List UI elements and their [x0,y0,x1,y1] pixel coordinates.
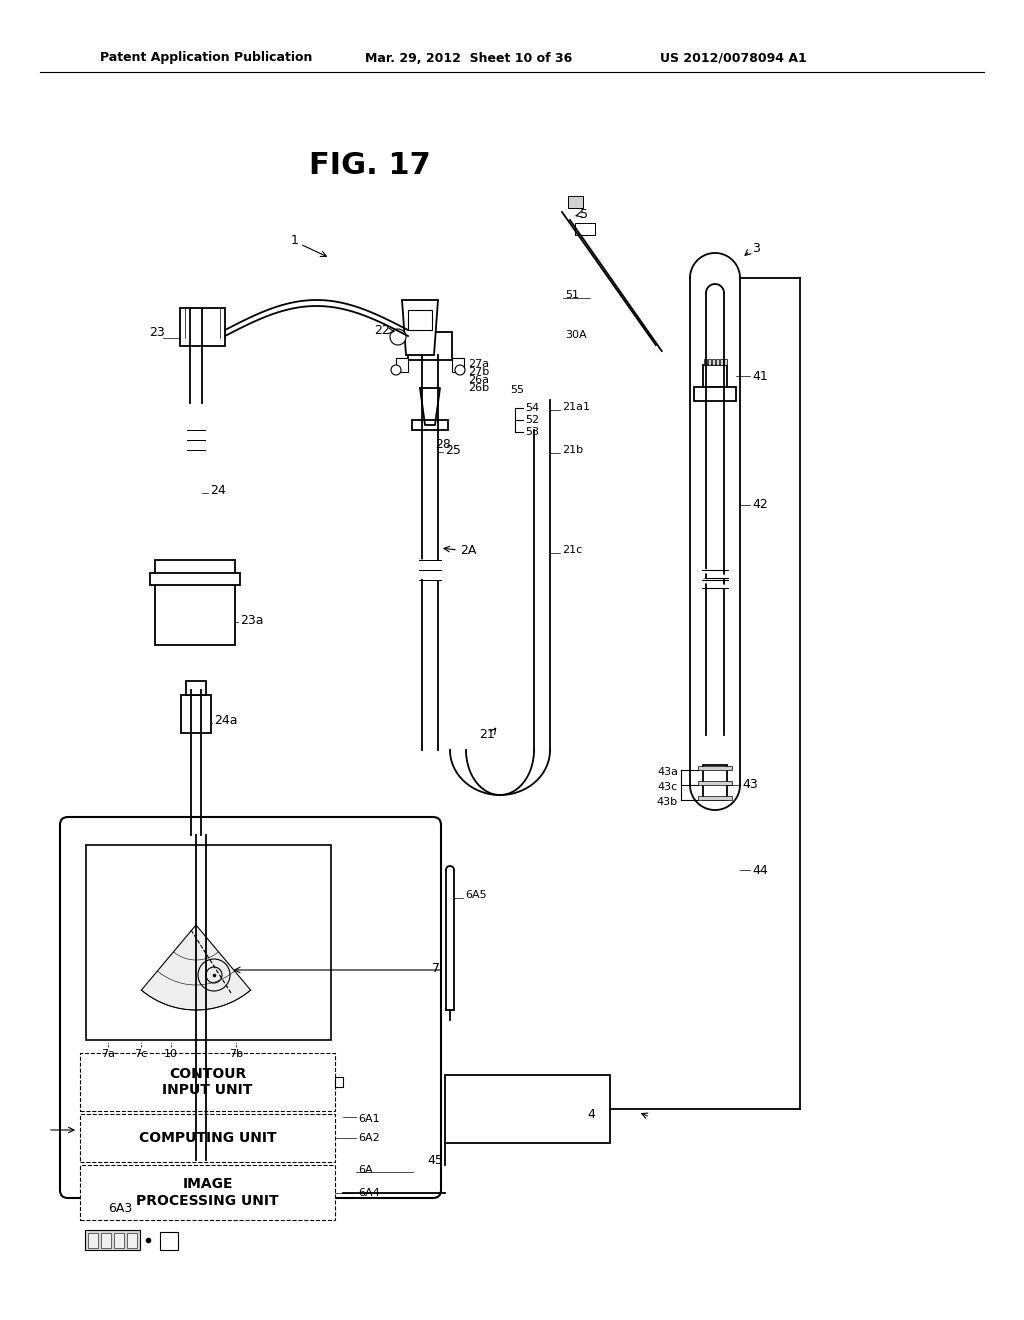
Text: 10: 10 [164,1049,178,1059]
Bar [703,366,727,387]
Text: 6A5: 6A5 [465,890,486,900]
Text: 26a: 26a [468,375,489,385]
Text: 24: 24 [210,483,225,496]
Bar [114,1233,124,1247]
Text: 23: 23 [150,326,165,338]
Text: 27b: 27b [468,367,489,378]
Text: 21a1: 21a1 [562,403,590,412]
Text: 45: 45 [427,1155,443,1167]
Bar [716,359,719,366]
Bar [396,358,408,372]
Bar [150,573,240,585]
Bar [568,195,583,209]
Bar [408,310,432,330]
Text: 6A4: 6A4 [358,1188,380,1197]
Text: 43c: 43c [657,781,678,792]
Text: 21c: 21c [562,545,583,554]
Text: 7c: 7c [134,1049,147,1059]
Text: 5: 5 [580,209,588,222]
Text: 21b: 21b [562,445,583,455]
Text: 7: 7 [432,961,440,974]
Bar [80,1166,335,1220]
Text: Patent Application Publication: Patent Application Publication [100,51,312,65]
Bar [88,1233,98,1247]
Text: 43: 43 [742,779,758,792]
Bar [720,359,723,366]
Bar [180,308,225,346]
Text: IMAGE
PROCESSING UNIT: IMAGE PROCESSING UNIT [136,1177,279,1208]
Text: US 2012/0078094 A1: US 2012/0078094 A1 [660,51,807,65]
Bar [575,223,595,235]
Bar [708,359,711,366]
Bar [712,359,715,366]
Bar [694,387,736,401]
Bar [445,1074,610,1143]
Bar [80,1114,335,1162]
Text: FIG. 17: FIG. 17 [309,150,431,180]
Bar [85,1230,140,1250]
Bar [181,696,211,733]
Text: 53: 53 [525,426,539,437]
Bar [724,359,727,366]
Text: 3: 3 [752,242,760,255]
Text: 6A1: 6A1 [358,1114,380,1125]
Text: 6A: 6A [358,1166,373,1175]
Bar [412,420,449,430]
Text: 7a: 7a [101,1049,115,1059]
Bar [160,1232,178,1250]
Text: COMPUTING UNIT: COMPUTING UNIT [138,1131,276,1144]
Bar [698,796,732,800]
Bar [705,359,707,366]
Text: CONTOUR
INPUT UNIT: CONTOUR INPUT UNIT [163,1067,253,1097]
Text: 55: 55 [510,385,524,395]
Text: 51: 51 [565,290,579,300]
Text: 27a: 27a [468,359,489,370]
Text: 43a: 43a [657,767,678,777]
Bar [335,1077,343,1086]
Bar [186,681,206,696]
Text: 22: 22 [374,323,390,337]
Text: 21: 21 [479,729,495,742]
Text: 23a: 23a [240,614,263,627]
Circle shape [455,366,465,375]
FancyBboxPatch shape [60,817,441,1199]
Text: 24a: 24a [214,714,238,726]
Polygon shape [402,300,438,355]
Bar [408,333,452,360]
Text: 44: 44 [752,863,768,876]
Bar [698,766,732,770]
Bar [155,560,234,645]
Text: 6A2: 6A2 [358,1133,380,1143]
Text: 43b: 43b [656,797,678,807]
Text: 41: 41 [752,370,768,383]
Polygon shape [141,925,251,1010]
Bar [698,781,732,785]
Text: 52: 52 [525,414,539,425]
Circle shape [391,366,401,375]
Text: 4: 4 [588,1107,595,1121]
Text: 25: 25 [445,444,461,457]
Bar [703,766,727,800]
Text: 30A: 30A [565,330,587,341]
Text: 42: 42 [752,499,768,511]
Text: 1: 1 [291,234,299,247]
Bar [452,358,464,372]
Text: 2A: 2A [460,544,476,557]
Text: 54: 54 [525,403,539,413]
Bar [80,1053,335,1111]
Bar [86,845,331,1040]
Text: 26b: 26b [468,383,489,393]
Bar [127,1233,137,1247]
Text: Mar. 29, 2012  Sheet 10 of 36: Mar. 29, 2012 Sheet 10 of 36 [365,51,572,65]
Bar [101,1233,111,1247]
Text: 28: 28 [435,438,451,451]
Circle shape [390,329,406,345]
Text: 7b: 7b [229,1049,243,1059]
Text: 6A3: 6A3 [108,1201,132,1214]
